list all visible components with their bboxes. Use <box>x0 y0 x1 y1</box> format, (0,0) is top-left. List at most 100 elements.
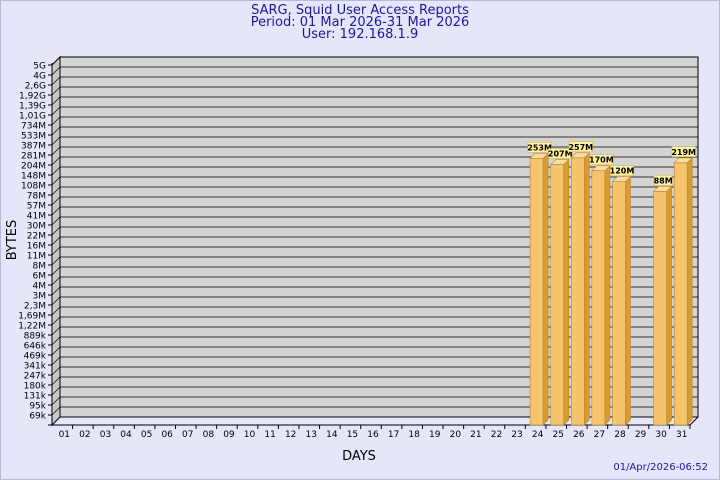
y-tick-label: 4M <box>33 282 47 292</box>
grid-line <box>51 346 698 356</box>
x-tick-label: 25 <box>552 430 563 440</box>
grid-line <box>51 296 698 306</box>
grid-line <box>51 146 698 156</box>
grid-line <box>51 386 698 396</box>
x-tick-label: 04 <box>120 430 132 440</box>
y-tick-label: 95k <box>29 402 46 412</box>
y-tick-label: 204M <box>21 162 46 172</box>
bar-side <box>584 152 590 426</box>
grid-line <box>51 276 698 286</box>
x-tick-label: 12 <box>285 430 296 440</box>
x-tick-label: 09 <box>223 430 235 440</box>
x-tick-label: 03 <box>100 430 111 440</box>
grid-line <box>51 286 698 296</box>
y-tick-label: 1,69M <box>18 312 46 322</box>
bar-label-box <box>589 154 614 165</box>
x-tick-label: 17 <box>388 430 399 440</box>
bar-value-label: 253M <box>527 143 552 152</box>
grid-line <box>51 216 698 226</box>
y-tick-label: 5G <box>33 62 46 72</box>
bar-value-label: 219M <box>671 148 696 157</box>
grid-line <box>51 136 698 146</box>
bar-front <box>529 157 544 426</box>
grid-line <box>51 96 698 106</box>
chart-title: SARG, Squid User Access Reports <box>251 3 469 18</box>
x-tick-label: 27 <box>594 430 605 440</box>
grid-line <box>51 326 698 336</box>
chart-period: Period: 01 Mar 2026-31 Mar 2026 <box>250 15 470 30</box>
y-tick-label: 41M <box>27 212 46 222</box>
grid-line <box>51 316 698 326</box>
x-tick-labels: 01 02 03 04 05 06 07 08 09 10 11 12 13 14 15 16 17 18 19 20… <box>59 425 691 440</box>
bar-day-25: 207M <box>548 148 573 426</box>
y-tick-label: 646k <box>24 342 47 352</box>
y-tick-label: 889k <box>24 332 47 342</box>
y-axis-label: BYTES <box>5 220 20 261</box>
x-tick-label: 29 <box>635 430 647 440</box>
chart-user: User: 192.168.1.9 <box>301 27 419 42</box>
y-tick-label: 734M <box>21 122 46 132</box>
grid-line <box>51 106 698 116</box>
grid-line <box>51 226 698 236</box>
bar-front <box>550 164 565 426</box>
y-tick-label: 469k <box>24 352 47 362</box>
x-tick-label: 06 <box>161 430 173 440</box>
bar-day-30: 88M <box>652 175 673 426</box>
y-tick-label: 30M <box>27 222 46 232</box>
bar-top <box>652 185 673 192</box>
bar-top <box>550 159 570 165</box>
x-tick-label: 14 <box>326 430 338 440</box>
grid-line <box>51 126 698 136</box>
grid-line <box>51 376 698 386</box>
grid-line <box>51 116 698 126</box>
bar-side <box>563 158 570 426</box>
bar-day-24: 253M <box>527 142 552 426</box>
y-tick-label: 180k <box>24 382 47 392</box>
x-tick-label: 08 <box>203 430 215 440</box>
y-tick-label: 16M <box>27 242 46 252</box>
y-tick-label: 22M <box>27 232 46 242</box>
y-tick-label: 533M <box>21 132 46 142</box>
y-tick-labels: 5G4G2,6G1,92G1,39G1,01G734M533M387M281M2… <box>18 62 52 426</box>
x-tick-label: 07 <box>182 430 193 440</box>
bar-value-label: 170M <box>589 156 614 165</box>
grid-line <box>51 396 698 406</box>
bar-day-26: 257M <box>568 141 593 426</box>
x-tick-label: 15 <box>347 430 358 440</box>
bar-front <box>653 190 667 426</box>
bar-day-31: 219M <box>671 146 696 426</box>
bar-value-label: 88M <box>654 176 673 185</box>
grid-line <box>51 86 698 96</box>
bar-top <box>611 176 632 182</box>
grid-line <box>51 66 698 76</box>
y-tick-label: 341k <box>24 362 47 372</box>
x-tick-label: 16 <box>367 430 379 440</box>
grid-line <box>51 366 698 376</box>
grid-lines <box>51 56 698 416</box>
bar-label-box <box>609 165 635 176</box>
y-tick-label: 69k <box>29 412 46 422</box>
x-tick-label: 13 <box>306 430 317 440</box>
x-tick-label: 11 <box>264 430 275 440</box>
bar-side <box>625 175 631 426</box>
x-tick-label: 24 <box>532 430 544 440</box>
bar-label-box <box>527 142 552 153</box>
bar-front <box>612 181 626 426</box>
bar-label-box <box>548 148 573 159</box>
x-tick-label: 01 <box>59 430 70 440</box>
grid-line <box>51 356 698 366</box>
bar-front <box>571 157 585 426</box>
bar-day-27: 170M <box>589 154 614 426</box>
bar-top <box>529 152 549 159</box>
x-tick-label: 31 <box>676 430 687 440</box>
grid-line <box>51 236 698 246</box>
bar-side <box>686 157 693 426</box>
x-tick-label: 20 <box>450 430 462 440</box>
grid-line <box>51 266 698 276</box>
y-tick-label: 78M <box>27 192 46 202</box>
bar-day-28: 120M <box>609 165 635 426</box>
y-tick-label: 281M <box>21 152 46 162</box>
y-tick-label: 8M <box>33 262 47 272</box>
